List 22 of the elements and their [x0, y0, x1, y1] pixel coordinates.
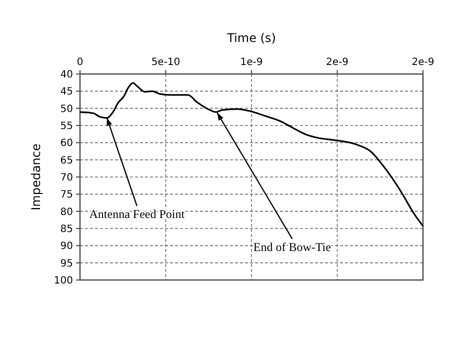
x-axis-title: Time (s): [226, 31, 276, 45]
x-tick-label: 1e-9: [240, 57, 263, 68]
x-tick-label: 5e-10: [151, 57, 180, 68]
y-tick-label: 80: [60, 206, 73, 218]
line-series: [79, 82, 424, 227]
y-tick-label: 50: [60, 104, 73, 115]
y-tick-label: 85: [60, 224, 73, 235]
y-tick-label: 75: [60, 190, 73, 201]
x-tick-label: 2e-9: [412, 57, 434, 68]
y-tick-label: 65: [60, 155, 73, 166]
y-tick-label: 40: [60, 70, 73, 80]
y-tick-label: 55: [60, 121, 73, 132]
x-tick-label: 0: [76, 57, 84, 68]
y-tick-label: 45: [60, 86, 73, 98]
y-tick-label: 70: [60, 172, 73, 184]
y-tick-label: 90: [60, 241, 73, 252]
annotation: Antenna Feed Point: [89, 206, 186, 221]
y-axis-title: Impedance: [29, 144, 43, 210]
y-tick-label: 100: [54, 276, 73, 286]
y-tick-label: 95: [60, 258, 73, 270]
x-tick-label: 2e-9: [326, 57, 348, 68]
y-tick-label: 60: [60, 138, 73, 150]
